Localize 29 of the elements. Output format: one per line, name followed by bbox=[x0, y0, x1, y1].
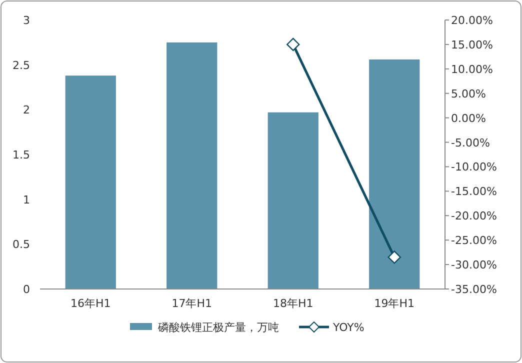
x-tick-label: 18年H1 bbox=[272, 297, 314, 310]
y2-tick-label: 15.00% bbox=[451, 38, 493, 52]
legend-label: YOY% bbox=[332, 321, 364, 334]
y-tick-label: 1 bbox=[23, 193, 30, 206]
y-tick-label: 0 bbox=[23, 283, 30, 296]
y2-tick-label: -15.00% bbox=[451, 185, 497, 198]
y2-tick-label: -10.00% bbox=[451, 160, 497, 174]
bar bbox=[166, 42, 218, 289]
y-tick-label: 2 bbox=[23, 104, 30, 117]
y2-tick-label: -20.00% bbox=[451, 210, 497, 223]
y-tick-label: 1.5 bbox=[12, 148, 30, 162]
y2-tick-label: -30.00% bbox=[451, 258, 497, 272]
y2-tick-label: 5.00% bbox=[451, 87, 486, 100]
y-tick-label: 2.5 bbox=[12, 58, 30, 72]
y-tick-label: 0.5 bbox=[12, 238, 30, 252]
y2-tick-label: -5.00% bbox=[451, 136, 490, 150]
bar bbox=[268, 112, 318, 289]
bar bbox=[369, 59, 420, 289]
x-tick-label: 19年H1 bbox=[374, 297, 415, 310]
y2-tick-label: 20.00% bbox=[451, 14, 493, 27]
legend-label: 磷酸铁锂正极产量，万吨 bbox=[157, 321, 279, 334]
bar bbox=[65, 76, 116, 289]
y2-tick-label: -25.00% bbox=[451, 234, 497, 248]
y2-tick-label: 0.00% bbox=[451, 112, 486, 125]
y-tick-label: 3 bbox=[23, 14, 30, 27]
x-tick-label: 16年H1 bbox=[70, 297, 111, 310]
y2-tick-label: 10.00% bbox=[451, 62, 493, 76]
x-tick-label: 17年H1 bbox=[172, 297, 212, 310]
y2-tick-label: -35.00% bbox=[451, 283, 497, 296]
